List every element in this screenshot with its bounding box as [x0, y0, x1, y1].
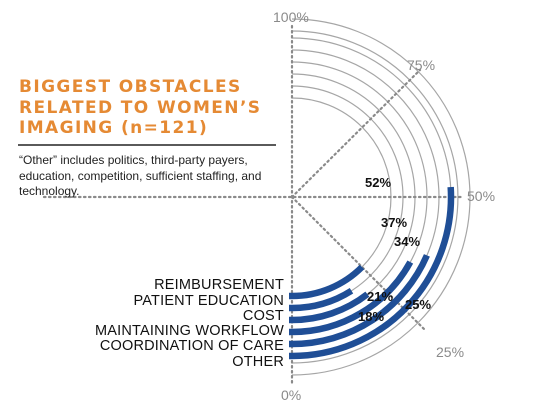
- track-ring-0: [291, 18, 471, 376]
- axis-25: [290, 195, 428, 333]
- chart-title-line-2: RELATED TO WOMEN’S: [19, 98, 262, 118]
- value-label-1: 37%: [381, 215, 407, 230]
- scale-label-0: 0%: [281, 387, 301, 403]
- bar-2: [291, 260, 414, 336]
- bar-3: [291, 291, 370, 324]
- value-label-4: 18%: [358, 309, 384, 324]
- scale-label-25: 25%: [436, 344, 464, 360]
- category-label-2: COST: [243, 308, 284, 324]
- bar-1: [291, 254, 430, 348]
- scale-label-100: 100%: [273, 9, 309, 25]
- chart-title-line-1: BIGGEST OBSTACLES: [19, 77, 242, 97]
- category-label-5: OTHER: [232, 354, 284, 370]
- value-label-2: 34%: [394, 234, 420, 249]
- value-label-0: 52%: [365, 175, 391, 190]
- category-label-1: PATIENT EDUCATION: [133, 293, 284, 309]
- category-label-4: COORDINATION OF CARE: [100, 338, 284, 354]
- category-label-0: REIMBURSEMENT: [154, 277, 284, 293]
- value-label-3: 21%: [367, 289, 393, 304]
- bar-5: [291, 264, 365, 300]
- value-label-5: 25%: [405, 297, 431, 312]
- chart-title-line-3: IMAGING (n=121): [19, 118, 209, 138]
- scale-label-50: 50%: [467, 188, 495, 204]
- other-footnote: “Other” includes politics, third-party p…: [19, 153, 262, 198]
- bar-4: [291, 287, 354, 312]
- scale-label-75: 75%: [407, 57, 435, 73]
- bar-0: [291, 186, 455, 360]
- axis-75: [290, 68, 422, 199]
- title-divider: [18, 144, 276, 146]
- category-label-3: MAINTAINING WORKFLOW: [95, 323, 284, 339]
